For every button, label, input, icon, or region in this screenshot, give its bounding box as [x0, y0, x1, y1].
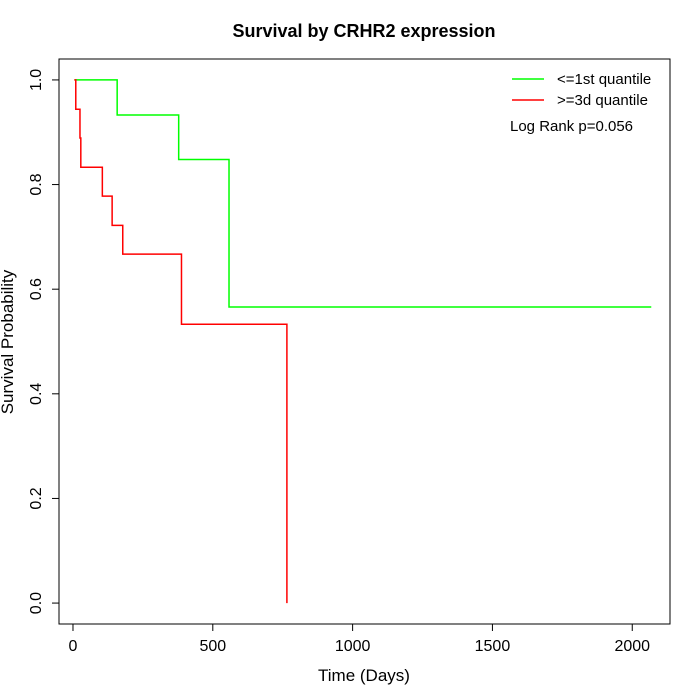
legend-label-low: <=1st quantile [557, 71, 651, 88]
x-tick-label: 1000 [335, 638, 371, 655]
survival-curve-high [74, 79, 288, 604]
y-tick-label: 0.2 [28, 487, 45, 509]
y-tick-label: 0.0 [28, 592, 45, 614]
x-tick-label: 500 [199, 638, 226, 655]
x-axis-label: Time (Days) [318, 666, 410, 685]
chart-title: Survival by CRHR2 expression [232, 21, 495, 41]
plot-frame [58, 58, 671, 625]
survival-curve-low [74, 79, 652, 308]
x-tick-label: 1500 [475, 638, 511, 655]
x-tick-label: 2000 [614, 638, 650, 655]
y-tick-label: 0.8 [28, 173, 45, 195]
x-axis: 0 500 1000 1500 2000 [69, 623, 650, 655]
y-tick-label: 1.0 [28, 69, 45, 91]
survival-curves [74, 79, 652, 604]
x-tick-label: 0 [69, 638, 78, 655]
log-rank-annotation: Log Rank p=0.056 [510, 118, 633, 135]
y-tick-label: 0.4 [28, 383, 45, 405]
y-axis: 0.0 0.2 0.4 0.6 0.8 1.0 [28, 69, 60, 614]
y-tick-label: 0.6 [28, 278, 45, 300]
y-axis-label: Survival Probability [0, 269, 17, 414]
legend-label-high: >=3d quantile [557, 92, 648, 109]
legend: <=1st quantile >=3d quantile Log Rank p=… [510, 71, 651, 135]
